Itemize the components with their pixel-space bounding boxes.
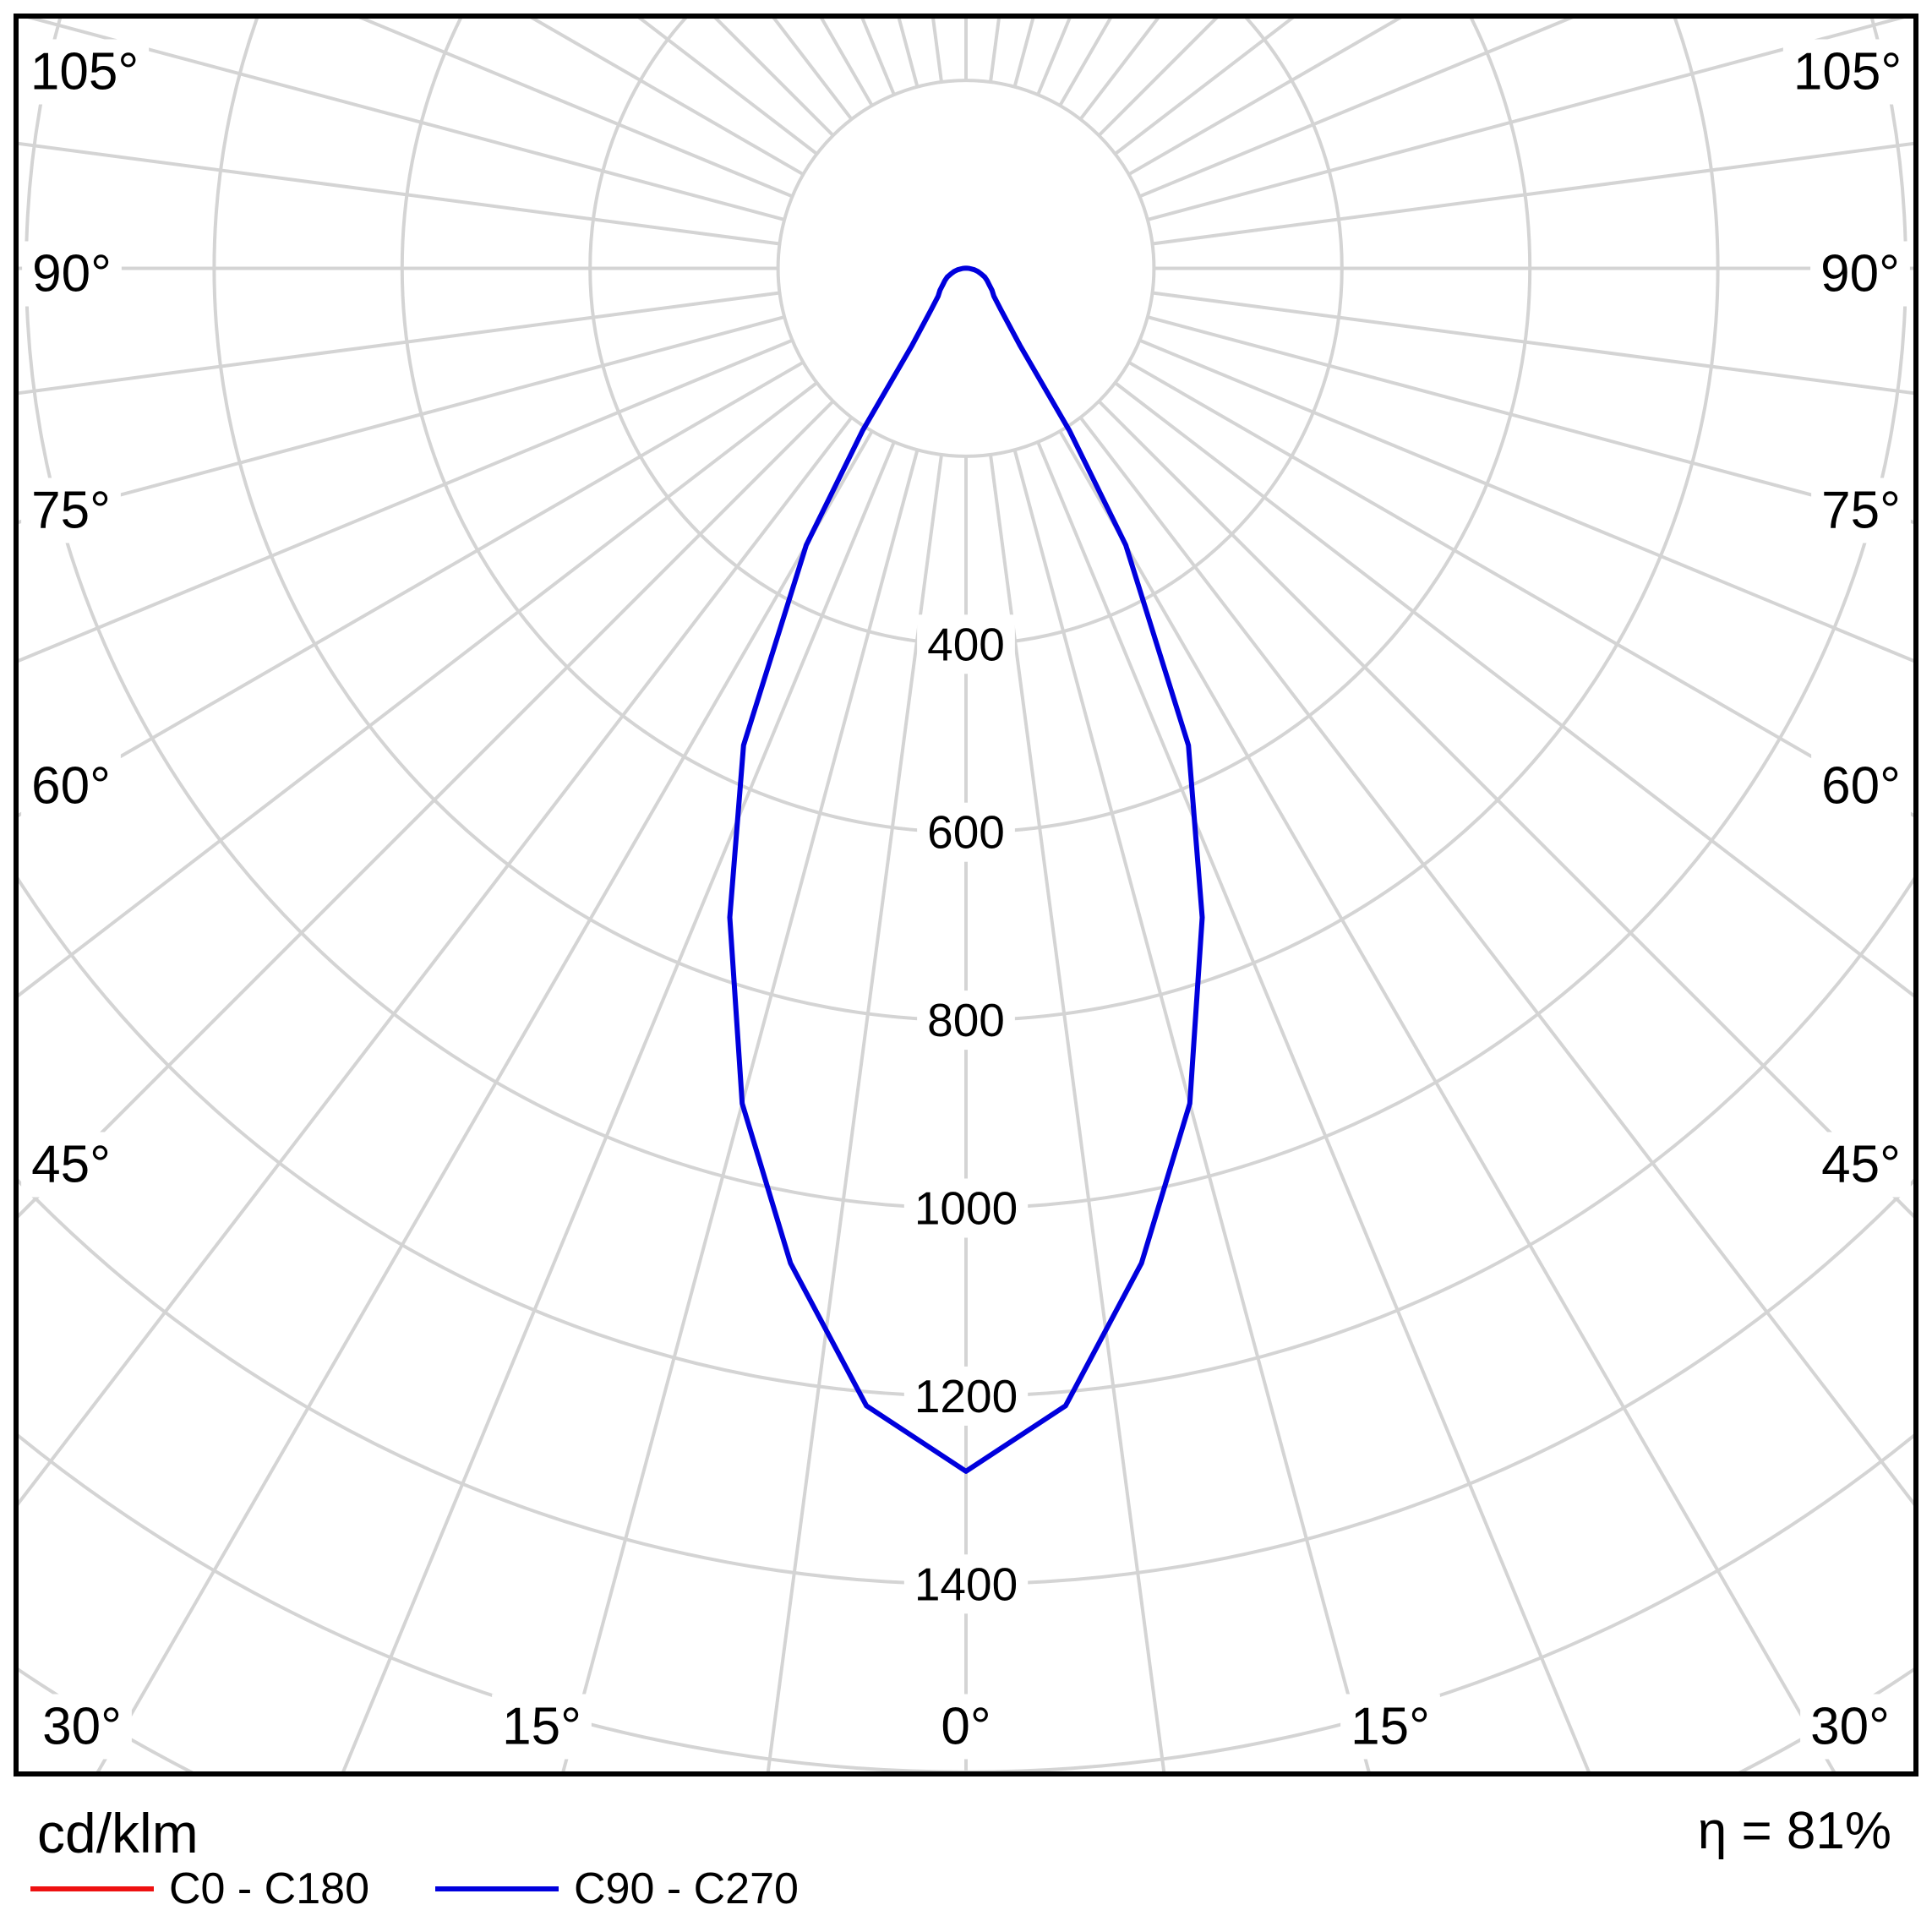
angle-label-bottom-backdrop bbox=[931, 1694, 1001, 1760]
legend: C0 - C180 C90 - C270 bbox=[30, 1863, 799, 1915]
angle-label-bottom-backdrop bbox=[1340, 1694, 1440, 1760]
angle-label-left-backdrop bbox=[21, 1132, 121, 1198]
radial-tick-label: 1400 bbox=[914, 1558, 1018, 1610]
angle-label-left-backdrop bbox=[22, 241, 122, 307]
angle-label-bottom: 30° bbox=[1810, 1698, 1890, 1756]
angle-label-bottom: 15° bbox=[1351, 1698, 1430, 1756]
series-curve-c90-c270 bbox=[727, 265, 1205, 1474]
legend-line-c0-c180-swatch bbox=[30, 1886, 154, 1891]
polar-grid-radial-line bbox=[1138, 19, 1574, 199]
polar-grid-radial-line bbox=[19, 315, 785, 524]
radial-tick-label: 600 bbox=[927, 806, 1005, 859]
polar-grid-radial-line bbox=[19, 291, 780, 396]
legend-label-c0-c180: C0 - C180 bbox=[169, 1864, 369, 1913]
angle-label-bottom: 0° bbox=[941, 1698, 991, 1756]
plot-border bbox=[14, 14, 1918, 1776]
polar-grid-radial-line bbox=[530, 19, 805, 177]
angle-label-left: 105° bbox=[30, 43, 139, 101]
polar-grid-radial-line bbox=[1097, 400, 1913, 1219]
radial-tick-label-backdrop bbox=[917, 802, 1015, 862]
radial-tick-label-backdrop bbox=[903, 1554, 1029, 1614]
polar-grid-radial-line bbox=[1036, 441, 1591, 1772]
radial-tick-label-backdrop bbox=[903, 1366, 1029, 1426]
angle-label-bottom-backdrop bbox=[1800, 1694, 1900, 1760]
polar-grid-radial-line bbox=[1078, 416, 1913, 1506]
legend-label-c90-c270: C90 - C270 bbox=[574, 1864, 799, 1913]
polar-grid-radial-line bbox=[19, 141, 780, 246]
polar-grid-radial-line bbox=[1127, 360, 1913, 818]
polar-grid-radial-line bbox=[1138, 338, 1913, 663]
legend-item-c0-c180: C0 - C180 bbox=[30, 1863, 369, 1915]
angle-label-left-backdrop bbox=[19, 39, 150, 105]
angle-label-right: 60° bbox=[1821, 757, 1901, 816]
polar-grid-radial-line bbox=[19, 338, 794, 663]
polar-grid-radial-line bbox=[1127, 19, 1402, 177]
radial-tick-label-backdrop bbox=[903, 1178, 1029, 1238]
angle-label-right-backdrop bbox=[1811, 1132, 1911, 1198]
polar-grid-radial-line bbox=[989, 454, 1166, 1772]
polar-grid-radial-line bbox=[96, 430, 874, 1772]
polar-grid-radial-line bbox=[561, 449, 920, 1772]
angle-label-left: 45° bbox=[31, 1136, 111, 1194]
polar-grid-radial-line bbox=[19, 360, 805, 818]
angle-label-bottom: 30° bbox=[42, 1698, 122, 1756]
angle-label-left-backdrop bbox=[21, 478, 121, 543]
polar-grid-radial-line bbox=[1012, 449, 1371, 1772]
polar-grid-radial-line bbox=[19, 416, 854, 1506]
angle-label-right: 45° bbox=[1821, 1136, 1901, 1194]
angle-label-right-backdrop bbox=[1810, 241, 1910, 307]
radial-tick-label-backdrop bbox=[917, 614, 1015, 674]
polar-grid-radial-line bbox=[1152, 141, 1913, 246]
angle-label-right: 105° bbox=[1793, 43, 1902, 101]
polar-grid-radial-line bbox=[1114, 381, 1913, 998]
angle-label-bottom-backdrop bbox=[492, 1694, 592, 1760]
angle-label-bottom: 15° bbox=[502, 1698, 581, 1756]
angle-label-right-backdrop bbox=[1811, 753, 1911, 819]
angle-label-left-backdrop bbox=[21, 753, 121, 819]
radial-tick-label: 1200 bbox=[914, 1370, 1018, 1422]
angle-label-bottom-backdrop bbox=[32, 1694, 132, 1760]
angle-label-left: 60° bbox=[31, 757, 111, 816]
polar-grid-radial-line bbox=[358, 19, 794, 199]
polar-grid-radial-line bbox=[27, 19, 785, 221]
polar-grid-radial-line bbox=[1012, 19, 1035, 88]
legend-line-c90-c270-swatch bbox=[435, 1886, 559, 1891]
angle-label-left: 90° bbox=[32, 245, 112, 303]
units-label: cd/klm bbox=[37, 1802, 199, 1864]
polar-grid-radial-line bbox=[1058, 430, 1836, 1772]
polar-grid-radial-line bbox=[1147, 315, 1913, 524]
angle-label-right: 75° bbox=[1821, 482, 1901, 540]
radial-tick-label-backdrop bbox=[917, 991, 1015, 1051]
angle-label-right-backdrop bbox=[1811, 478, 1911, 543]
angle-label-right-backdrop bbox=[1782, 39, 1913, 105]
polar-grid-radial-line bbox=[1152, 291, 1913, 396]
legend-item-c90-c270: C90 - C270 bbox=[435, 1863, 799, 1915]
polar-grid-radial-line bbox=[19, 381, 818, 998]
radial-tick-label: 400 bbox=[927, 618, 1005, 670]
polar-grid-radial-line bbox=[19, 400, 835, 1219]
polar-grid-radial-line bbox=[897, 19, 920, 88]
radial-tick-label: 1000 bbox=[914, 1182, 1018, 1235]
radial-tick-label: 800 bbox=[927, 994, 1005, 1046]
polar-grid-radial-line bbox=[766, 454, 943, 1772]
efficiency-label: η = 81% bbox=[1697, 1802, 1891, 1860]
polar-grid-radial-line bbox=[341, 441, 896, 1772]
angle-label-right: 90° bbox=[1820, 245, 1900, 303]
polar-grid-radial-line bbox=[1147, 19, 1905, 221]
angle-label-left: 75° bbox=[31, 482, 111, 540]
